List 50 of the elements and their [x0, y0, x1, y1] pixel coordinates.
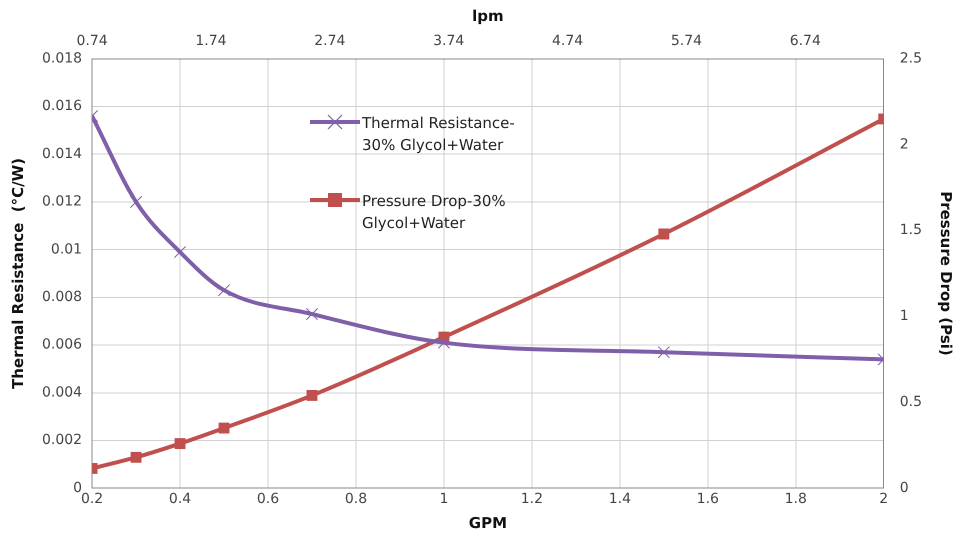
x-tick-label: 1 — [439, 491, 448, 508]
x2-tick-label: 2.74 — [314, 33, 346, 50]
point — [306, 390, 318, 401]
legend-label: Thermal Resistance-30% Glycol+Water — [362, 113, 516, 156]
x2-tick-label: 5.74 — [670, 33, 702, 50]
y-tick-label: 0.012 — [42, 194, 82, 210]
x-tick-label: 1.2 — [520, 491, 544, 508]
y-axis-title: Thermal Resistance (°C/W) — [8, 158, 27, 390]
y-tick-label: 0.01 — [50, 241, 82, 258]
y2-tick-label: 0.5 — [900, 394, 922, 410]
x2-tick-label: 3.74 — [433, 33, 464, 50]
x-tick-label: 2 — [879, 491, 888, 508]
point — [174, 438, 186, 449]
x-tick-label: 0.8 — [344, 491, 368, 508]
x2-tick-label: 6.74 — [790, 33, 821, 50]
legend-label: Pressure Drop-30% Glycol+Water — [362, 191, 507, 234]
y-tick-label: 0 — [73, 480, 82, 496]
y-tick-label: 0.002 — [42, 432, 82, 448]
point — [658, 346, 670, 358]
point — [218, 284, 230, 296]
x-tick-label: 1.4 — [608, 491, 632, 508]
point — [218, 422, 230, 434]
y2-tick-label: 2.5 — [900, 50, 922, 66]
y2-tick-label: 1 — [900, 308, 909, 324]
x2-tick-label: 0.74 — [76, 33, 108, 50]
point — [658, 228, 670, 240]
x-tick-label: 0.2 — [80, 491, 104, 508]
x2-tick-label: 4.74 — [552, 33, 584, 50]
y-tick-label: 0.004 — [42, 384, 82, 400]
x-tick-label: 0.4 — [168, 491, 192, 508]
point — [438, 336, 450, 349]
x-axis-title: GPM — [468, 514, 508, 532]
x-tick-label: 1.6 — [696, 491, 720, 508]
x-tick-label: 0.6 — [256, 491, 280, 508]
y2-tick-label: 2 — [900, 136, 909, 152]
point — [130, 196, 142, 208]
y-tick-label: 0.008 — [42, 288, 82, 305]
y2-tick-label: 0 — [900, 480, 909, 496]
y-tick-label: 0.016 — [42, 98, 82, 114]
y-tick-label: 0.006 — [42, 336, 82, 353]
point — [130, 452, 142, 463]
y2-tick-label: 1.5 — [900, 222, 922, 238]
point — [306, 308, 318, 320]
x-tick-label: 1.8 — [784, 491, 807, 508]
x2-axis-title: lpm — [472, 6, 504, 25]
point — [174, 246, 186, 258]
y-tick-label: 0.018 — [42, 50, 82, 66]
y2-axis-title: Pressure Drop (Psi) — [937, 191, 956, 356]
y-tick-label: 0.014 — [42, 146, 82, 162]
x2-tick-label: 1.74 — [195, 33, 227, 50]
